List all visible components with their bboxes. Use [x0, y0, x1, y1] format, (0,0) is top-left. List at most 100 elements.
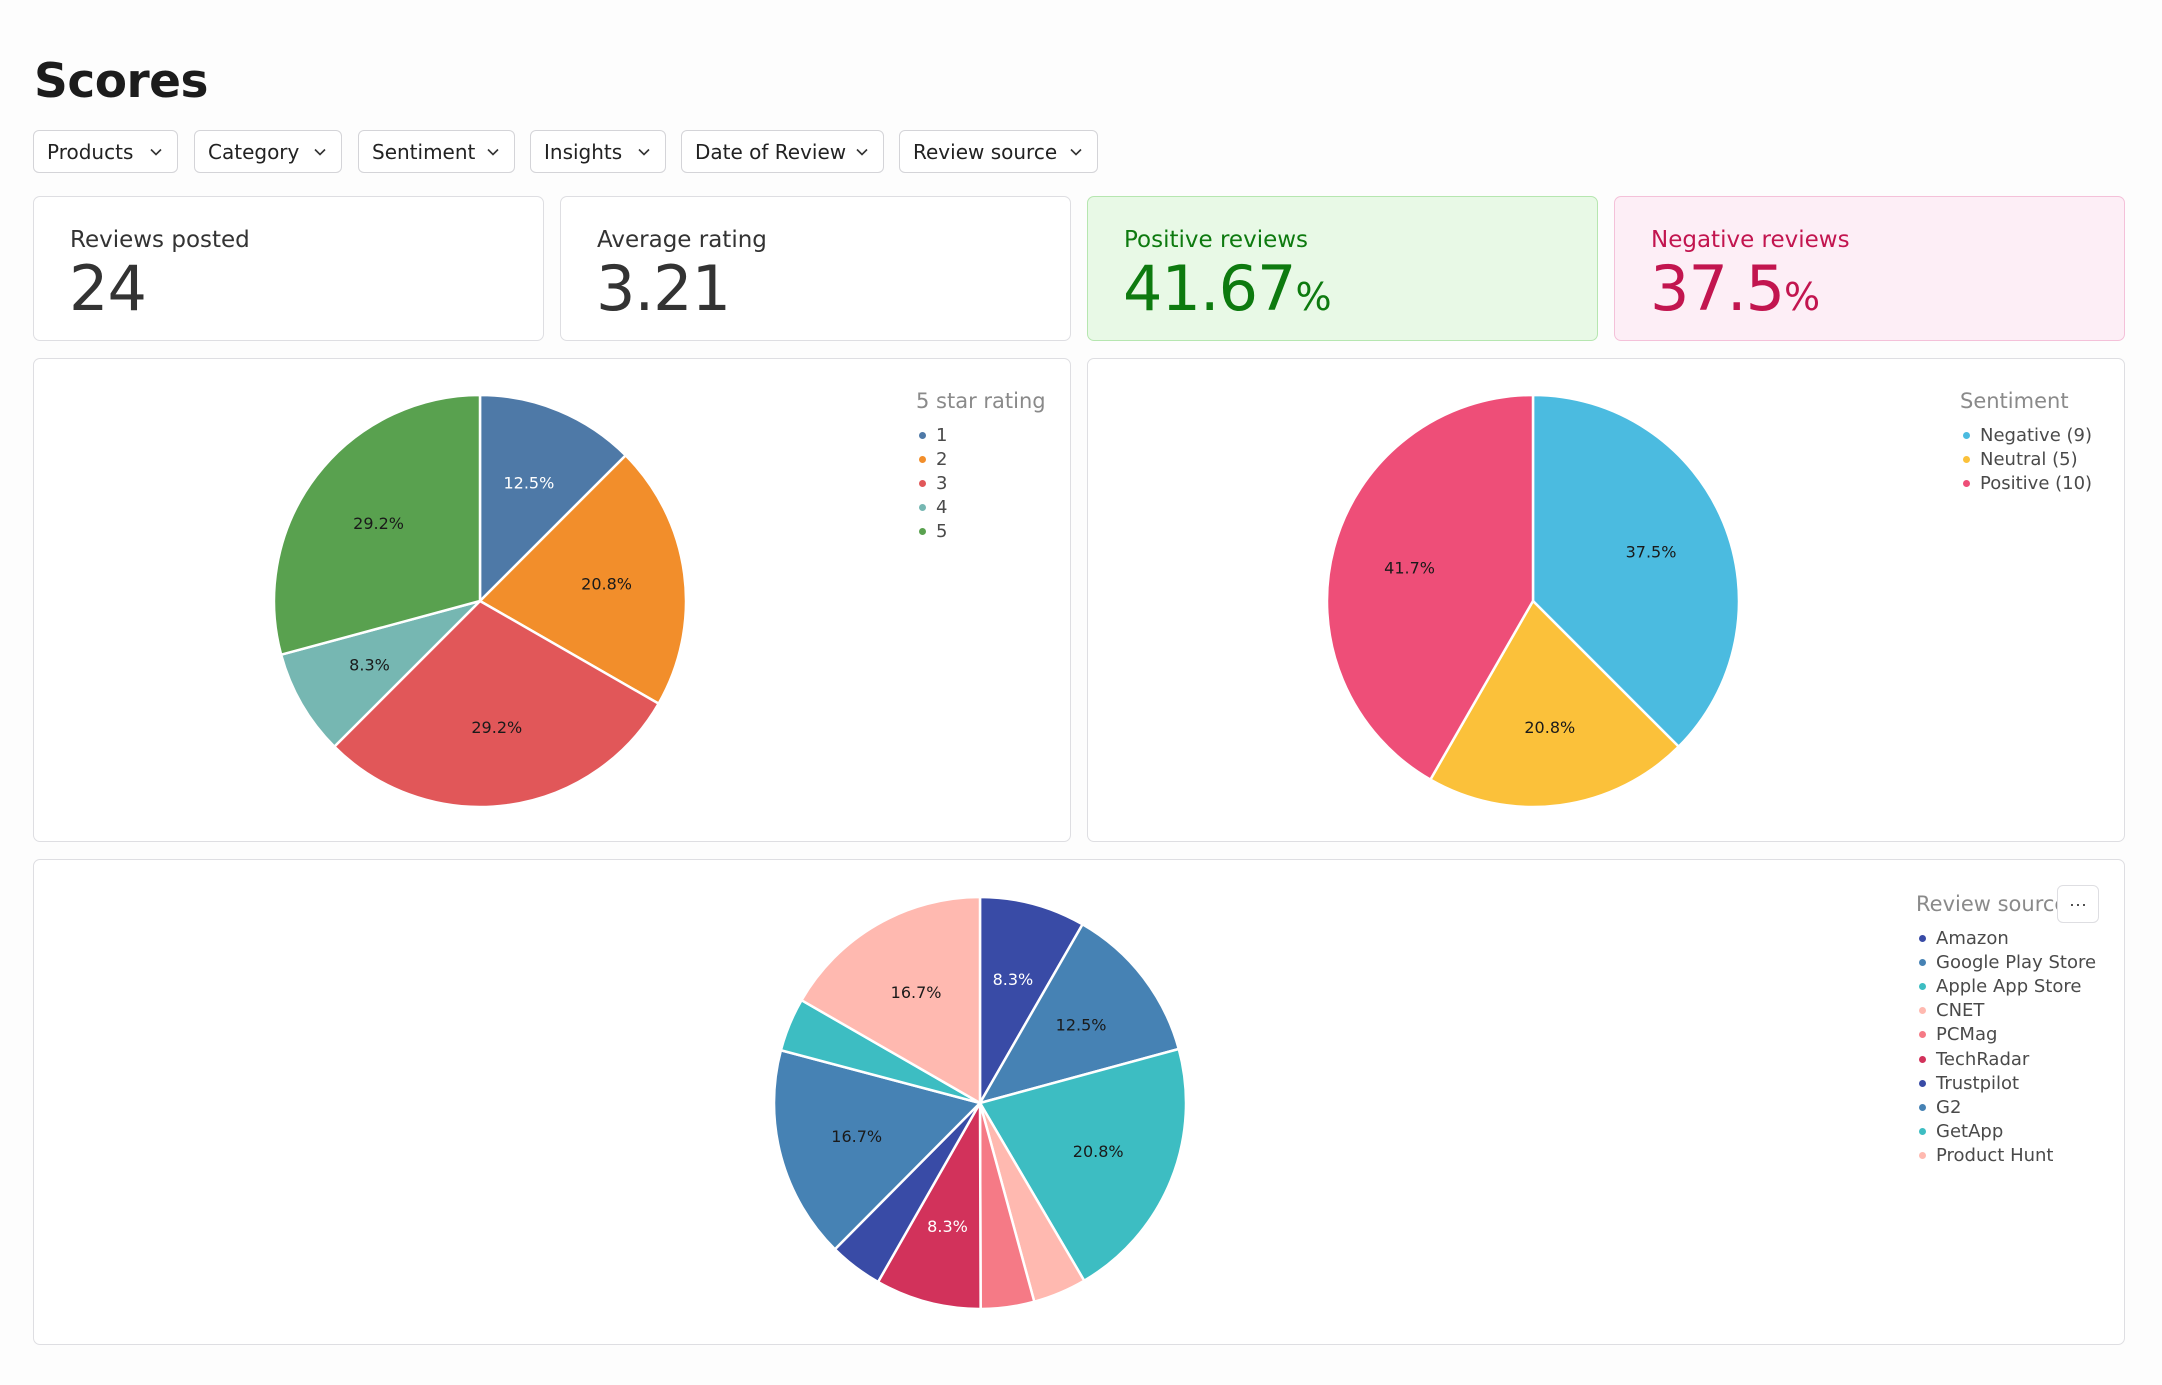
kpi-card-negative-reviews: Negative reviews 37.5%: [1614, 196, 2125, 341]
slice-data-label: 20.8%: [1073, 1142, 1124, 1161]
legend-swatch: [1919, 982, 1926, 990]
filter-sentiment-label: Sentiment: [372, 139, 476, 164]
legend-swatch: [1963, 479, 1970, 487]
legend-label: PCMag: [1936, 1024, 1998, 1046]
filter-category[interactable]: Category: [194, 130, 342, 173]
more-options-button[interactable]: ···: [2057, 885, 2099, 923]
legend-item[interactable]: CNET: [1916, 999, 2096, 1023]
legend-item[interactable]: Google Play Store: [1916, 950, 2096, 974]
legend-label: Product Hunt: [1936, 1145, 2054, 1167]
legend-item[interactable]: Product Hunt: [1916, 1144, 2096, 1168]
kpi-card-average-rating: Average rating 3.21: [560, 196, 1071, 341]
filter-sentiment[interactable]: Sentiment: [358, 130, 515, 173]
legend-swatch: [919, 528, 926, 536]
legend-item[interactable]: 5: [916, 520, 1046, 544]
pie-chart-sentiment: 37.5% 20.8% 41.7%: [1325, 393, 1741, 809]
chevron-down-icon: [314, 148, 326, 156]
legend-item[interactable]: TechRadar: [1916, 1047, 2096, 1071]
slice-data-label: 8.3%: [993, 970, 1034, 989]
pie-slice-techradar[interactable]: [876, 1101, 982, 1311]
legend-label: GetApp: [1936, 1121, 2004, 1143]
pie-slice-amazon[interactable]: [978, 895, 1084, 1105]
pie-slice-5[interactable]: [272, 393, 482, 656]
legend-swatch: [1963, 431, 1970, 439]
chevron-down-icon: [1070, 148, 1082, 156]
slice-data-label: 29.2%: [353, 514, 404, 533]
chart-card-sentiment: 37.5% 20.8% 41.7% Sentiment Negative (9) Neu…: [1087, 358, 2125, 842]
kpi-number: 37.5: [1650, 252, 1785, 325]
pie-slice-g2[interactable]: [772, 1049, 982, 1251]
legend-label: Positive (10): [1980, 472, 2093, 494]
legend-item[interactable]: Negative (9): [1960, 423, 2092, 447]
legend-item[interactable]: Positive (10): [1960, 471, 2092, 495]
filter-date-of-review[interactable]: Date of Review: [681, 130, 884, 173]
chevron-down-icon: [856, 148, 868, 156]
legend-swatch: [1919, 1128, 1926, 1136]
pie-slice-google-play-store[interactable]: [978, 923, 1181, 1105]
legend-swatch: [1919, 1152, 1926, 1160]
pie-chart-rating: 12.5% 20.8% 29.2% 8.3% 29.2%: [272, 393, 688, 809]
legend-title: Review source: [1916, 892, 2068, 916]
legend-swatch: [1919, 1055, 1926, 1063]
pie-slice-4[interactable]: [279, 599, 482, 748]
slice-data-label: 20.8%: [581, 575, 632, 594]
pie-slice-product-hunt[interactable]: [800, 895, 982, 1105]
kpi-number: 3.21: [596, 252, 731, 325]
legend-title: 5 star rating: [916, 389, 1046, 413]
legend-label: G2: [1936, 1096, 1962, 1118]
legend-item[interactable]: GetApp: [1916, 1120, 2096, 1144]
legend-label: Negative (9): [1980, 424, 2092, 446]
slice-data-label: 29.2%: [471, 718, 522, 737]
legend-item[interactable]: 1: [916, 423, 1046, 447]
legend-item[interactable]: PCMag: [1916, 1023, 2096, 1047]
legend-item[interactable]: Neutral (5): [1960, 447, 2092, 471]
pie-slice-1[interactable]: [478, 393, 627, 603]
page-title: Scores: [34, 54, 209, 109]
legend-item[interactable]: 3: [916, 471, 1046, 495]
pie-slice-3[interactable]: [333, 599, 660, 809]
filter-review-source[interactable]: Review source: [899, 130, 1098, 173]
filter-products[interactable]: Products: [33, 130, 178, 173]
legend-review-source: Review source Amazon Google Play Store Appl…: [1916, 892, 2096, 1168]
slice-data-label: 8.3%: [927, 1217, 968, 1236]
pie-slice-positive-10[interactable]: [1325, 393, 1535, 781]
chart-card-rating: 12.5% 20.8% 29.2% 8.3% 29.2% 5 star rating 1 2…: [33, 358, 1071, 842]
legend-item[interactable]: Amazon: [1916, 926, 2096, 950]
legend-label: 4: [936, 497, 948, 519]
pie-chart-review-source: 8.3% 12.5% 20.8% 8.3% 16.7% 16.7%: [772, 895, 1188, 1311]
chart-card-review-source: 8.3% 12.5% 20.8% 8.3% 16.7% 16.7% Review sour…: [33, 859, 2125, 1345]
slice-data-label: 12.5%: [503, 474, 554, 493]
legend-item[interactable]: G2: [1916, 1095, 2096, 1119]
kpi-value: 24: [69, 252, 147, 325]
legend-item[interactable]: 4: [916, 496, 1046, 520]
chevron-down-icon: [487, 148, 499, 156]
pie-slice-apple-app-store[interactable]: [978, 1047, 1188, 1282]
legend-title: Sentiment: [1960, 389, 2069, 413]
legend-swatch: [1919, 934, 1926, 942]
legend-label: 5: [936, 521, 948, 543]
legend-item[interactable]: Trustpilot: [1916, 1071, 2096, 1095]
legend-swatch: [919, 504, 926, 512]
legend-item[interactable]: Apple App Store: [1916, 974, 2096, 998]
legend-swatch: [919, 479, 926, 487]
slice-data-label: 41.7%: [1384, 559, 1435, 578]
kpi-card-positive-reviews: Positive reviews 41.67%: [1087, 196, 1598, 341]
pie-slice-neutral-5[interactable]: [1429, 599, 1680, 809]
legend-label: 3: [936, 472, 948, 494]
kpi-label: Reviews posted: [70, 227, 250, 253]
legend-swatch: [1919, 1079, 1926, 1087]
pie-slice-2[interactable]: [478, 454, 688, 705]
filter-category-label: Category: [208, 139, 300, 164]
legend-item[interactable]: 2: [916, 447, 1046, 471]
slice-data-label: 16.7%: [831, 1127, 882, 1146]
kpi-value: 3.21: [596, 252, 731, 325]
kpi-unit: %: [1295, 275, 1332, 319]
pie-slice-negative-9[interactable]: [1531, 393, 1741, 748]
filter-insights-label: Insights: [544, 139, 623, 164]
filter-products-label: Products: [47, 139, 134, 164]
legend-label: Neutral (5): [1980, 448, 2078, 470]
filter-insights[interactable]: Insights: [530, 130, 666, 173]
legend-swatch: [919, 431, 926, 439]
legend-swatch: [1919, 958, 1926, 966]
kpi-value: 41.67%: [1123, 252, 1332, 325]
